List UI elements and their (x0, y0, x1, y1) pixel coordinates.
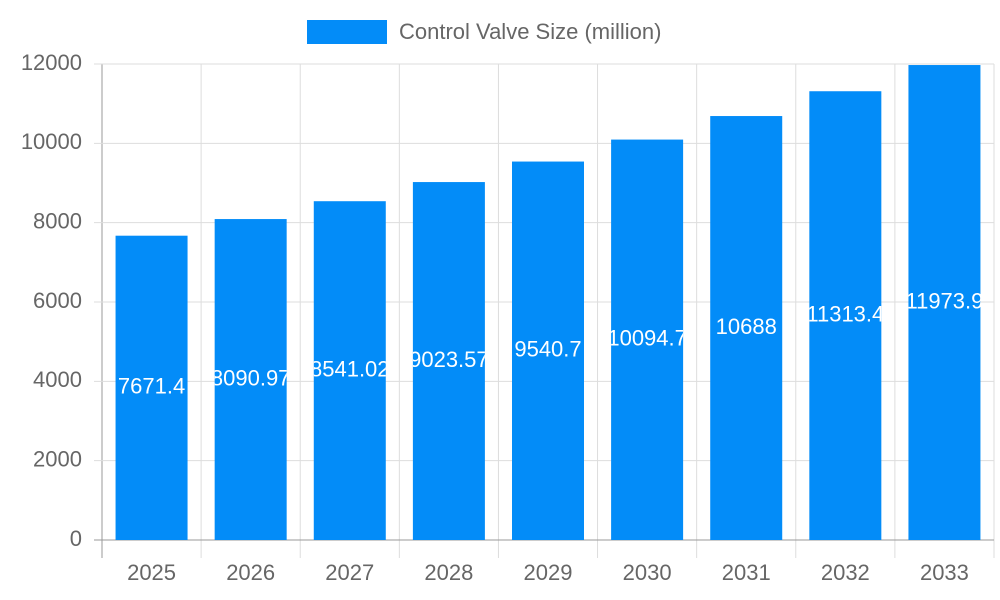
value-label: 8090.97 (211, 365, 291, 390)
y-tick-label: 10000 (21, 129, 82, 154)
value-label: 8541.02 (310, 356, 390, 381)
x-tick-label: 2033 (920, 560, 969, 585)
x-tick-label: 2025 (127, 560, 176, 585)
bar (412, 182, 485, 540)
legend-swatch (307, 20, 387, 44)
value-label: 10688 (716, 314, 777, 339)
bar (214, 219, 287, 540)
y-tick-label: 8000 (33, 208, 82, 233)
bar (115, 235, 188, 541)
x-tick-label: 2030 (623, 560, 672, 585)
legend-label: Control Valve Size (million) (399, 19, 661, 44)
value-label: 11973.9 (905, 288, 983, 313)
bar (611, 139, 684, 540)
y-tick-label: 4000 (33, 367, 82, 392)
bar (710, 116, 783, 540)
x-tick-label: 2029 (524, 560, 573, 585)
bar (908, 65, 981, 540)
y-tick-label: 6000 (33, 288, 82, 313)
y-tick-label: 12000 (21, 50, 82, 75)
value-label: 9540.7 (514, 337, 581, 362)
x-tick-label: 2026 (226, 560, 275, 585)
x-tick-label: 2032 (821, 560, 870, 585)
value-label: 9023.57 (409, 347, 489, 372)
y-tick-label: 2000 (33, 446, 82, 471)
value-label: 11313.4 (806, 301, 884, 326)
bar (313, 201, 386, 540)
y-tick-label: 0 (70, 526, 82, 551)
x-tick-label: 2028 (424, 560, 473, 585)
value-label: 7671.4 (118, 374, 185, 399)
value-label: 10094.7 (607, 326, 687, 351)
x-tick-label: 2027 (325, 560, 374, 585)
bar (809, 91, 882, 540)
x-tick-label: 2031 (722, 560, 771, 585)
bar (512, 161, 584, 540)
